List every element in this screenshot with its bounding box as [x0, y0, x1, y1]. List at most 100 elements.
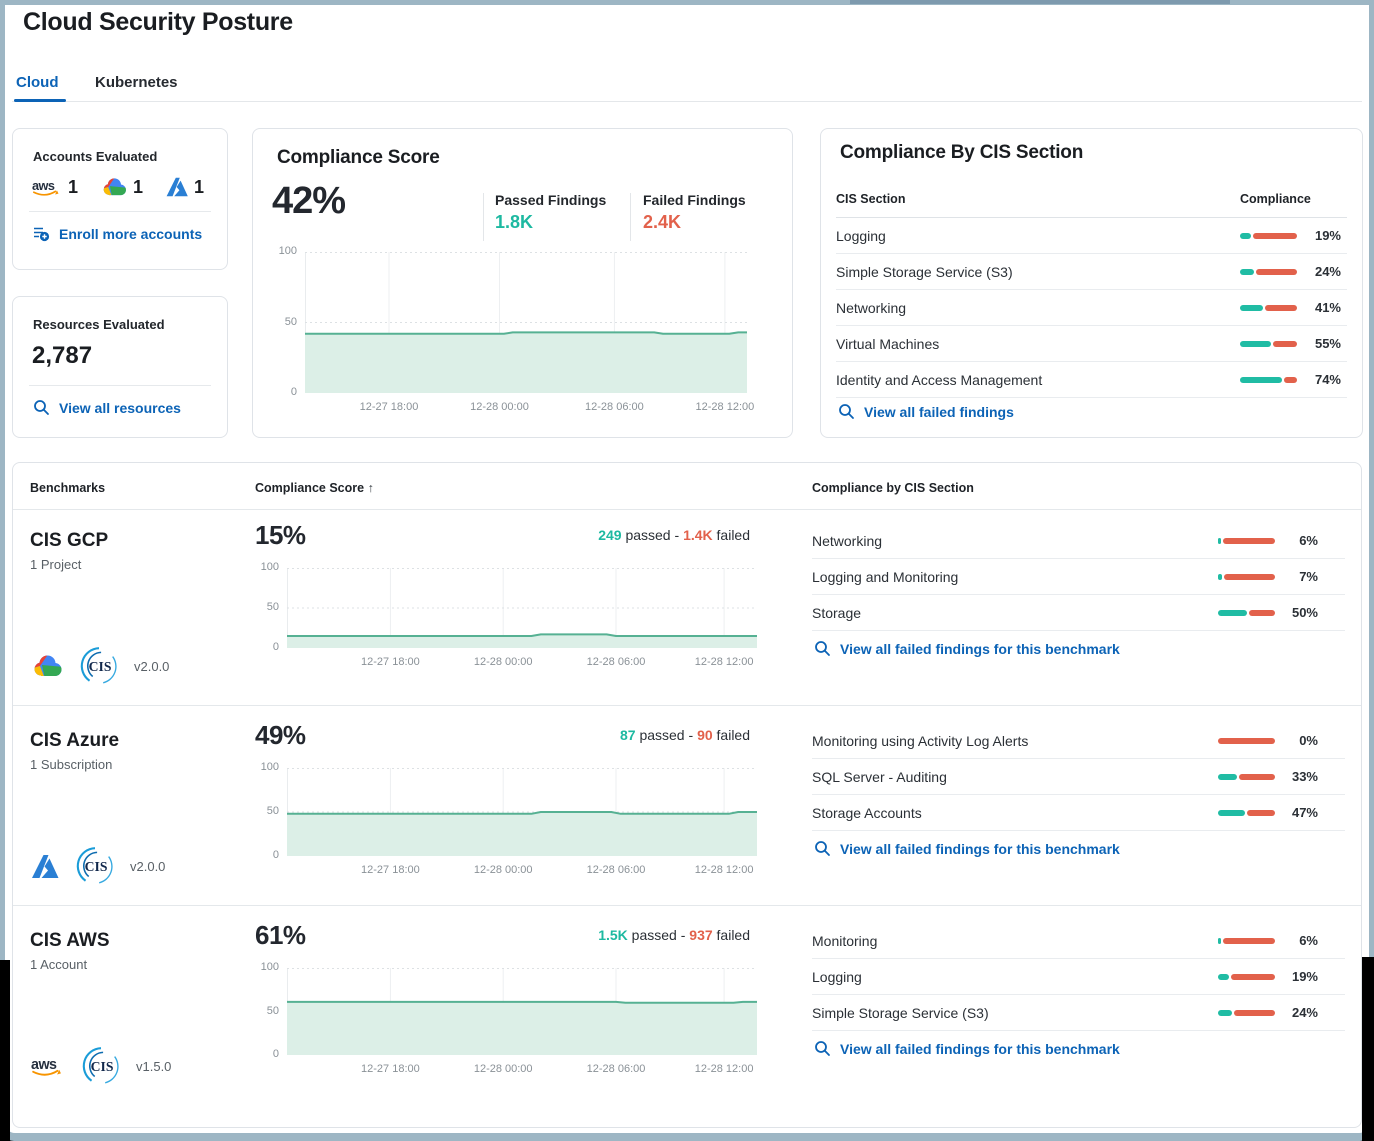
passed-word: passed — [631, 927, 677, 943]
x-axis-tick-label: 12-28 00:00 — [473, 656, 533, 668]
compliance-minibar — [1218, 937, 1275, 944]
y-axis-tick-label: 100 — [278, 245, 297, 257]
search-icon — [839, 404, 854, 419]
benchmark-name: CIS AWS — [30, 930, 110, 951]
y-axis-tick-label: 50 — [266, 805, 279, 817]
compliance-minibar — [1218, 1009, 1275, 1016]
overall-score-value: 42% — [272, 180, 346, 222]
cis-logo-icon: CIS — [82, 1047, 119, 1084]
table-header-divider — [13, 509, 1361, 510]
cis-section-name: SQL Server - Auditing — [812, 768, 947, 785]
passed-failed-summary: 1.5K passed - 937 failed — [480, 927, 750, 943]
accounts-evaluated-card: Accounts Evaluated aws 1 1 — [12, 128, 228, 270]
aws-icon: aws — [32, 178, 59, 196]
benchmark-section-rows: Monitoring using Activity Log Alerts 0% … — [812, 723, 1345, 831]
aws-account-count: aws 1 — [31, 177, 78, 198]
cis-section-name: Virtual Machines — [836, 335, 940, 352]
desktop-background-left — [0, 960, 10, 1141]
cis-section-row: Logging 19% — [812, 959, 1345, 995]
view-benchmark-failed-findings-link[interactable]: View all failed findings for this benchm… — [814, 840, 1120, 857]
x-axis-tick-label: 12-28 12:00 — [695, 401, 755, 413]
failed-count: 937 — [689, 927, 713, 943]
compliance-score-column-header[interactable]: Compliance Score ↑ — [255, 481, 374, 495]
benchmark-scope: 1 Subscription — [30, 757, 113, 772]
x-axis-tick-label: 12-27 18:00 — [361, 656, 420, 668]
benchmark-score: 15% — [255, 520, 306, 550]
separator: - — [688, 727, 694, 743]
cis-logo-icon: CIS — [80, 647, 117, 684]
cis-section-row: Virtual Machines 55% — [836, 326, 1347, 362]
view-benchmark-failed-findings-link[interactable]: View all failed findings for this benchm… — [814, 1040, 1120, 1057]
enroll-more-accounts-link[interactable]: Enroll more accounts — [33, 225, 227, 242]
benchmark-trend-chart: 0 50 100 12-27 18:00 12-28 00:00 12-28 06:00 1… — [253, 561, 757, 674]
gcp-icon — [34, 655, 62, 676]
x-axis-tick-label: 12-28 06:00 — [586, 864, 646, 876]
cis-section-name: Storage — [812, 604, 862, 621]
compliance-minibar — [1218, 773, 1275, 780]
compliance-percent: 24% — [1314, 264, 1341, 279]
x-axis-tick-label: 12-28 12:00 — [694, 1063, 754, 1075]
failed-findings-label: Failed Findings — [643, 192, 746, 208]
benchmark-version: v2.0.0 — [134, 658, 170, 674]
provider-counts: aws 1 1 1 — [31, 176, 227, 198]
passed-count: 87 — [619, 727, 636, 743]
cis-section-name: Monitoring — [812, 932, 878, 949]
benchmark-score: 49% — [255, 720, 306, 750]
window-frame-accent — [850, 0, 1230, 4]
tab-kubernetes[interactable]: Kubernetes — [95, 74, 178, 91]
view-all-failed-findings-link[interactable]: View all failed findings — [838, 403, 1014, 420]
compliance-percent: 19% — [1291, 969, 1318, 984]
findings-divider — [483, 193, 484, 241]
y-axis-tick-label: 50 — [284, 315, 297, 328]
compliance-percent: 6% — [1299, 533, 1318, 548]
cis-section-name: Simple Storage Service (S3) — [836, 263, 1013, 280]
cis-section-row: Storage 50% — [812, 595, 1345, 631]
cis-section-name: Logging — [812, 968, 862, 985]
cis-table-header: CIS Section Compliance — [836, 192, 1347, 206]
benchmark-row-divider — [13, 705, 1361, 706]
svg-text:CIS: CIS — [91, 1059, 114, 1074]
benchmark-name: CIS Azure — [30, 730, 120, 751]
card-divider — [29, 211, 211, 212]
failed-word: failed — [716, 727, 750, 743]
azure-account-count: 1 — [165, 176, 204, 198]
tab-cloud[interactable]: Cloud — [16, 74, 59, 91]
view-benchmark-failed-findings-link[interactable]: View all failed findings for this benchm… — [814, 640, 1120, 657]
compliance-percent: 50% — [1291, 605, 1318, 620]
compliance-minibar — [1218, 573, 1275, 580]
benchmark-score: 61% — [255, 920, 306, 950]
compliance-percent: 0% — [1299, 733, 1318, 748]
view-benchmark-failed-findings-label: View all failed findings for this benchm… — [840, 1040, 1120, 1057]
failed-count: 90 — [697, 727, 713, 743]
aws-count: 1 — [68, 176, 79, 197]
passed-findings-block: Passed Findings 1.8K — [495, 192, 606, 233]
benchmarks-column-header: Benchmarks — [30, 481, 106, 495]
view-benchmark-failed-findings-label: View all failed findings for this benchm… — [840, 840, 1120, 857]
compliance-score-header-label: Compliance Score — [255, 481, 365, 495]
cis-section-row: Identity and Access Management 74% — [836, 362, 1347, 398]
cis-section-name: Networking — [812, 532, 883, 549]
passed-findings-value: 1.8K — [495, 212, 534, 232]
svg-text:aws: aws — [31, 1057, 57, 1073]
compliance-minibar — [1240, 232, 1297, 239]
cis-section-row: Logging 19% — [836, 218, 1347, 254]
y-axis-tick-label: 0 — [272, 1048, 279, 1060]
svg-text:CIS: CIS — [85, 859, 108, 874]
aws-icon: aws — [31, 1057, 61, 1076]
cis-section-row: Monitoring using Activity Log Alerts 0% — [812, 723, 1345, 759]
view-all-resources-link[interactable]: View all resources — [33, 399, 227, 416]
compliance-minibar — [1218, 973, 1275, 980]
cis-section-column-header: CIS Section — [836, 192, 906, 206]
x-axis-tick-label: 12-28 12:00 — [694, 864, 754, 876]
cis-section-name: Logging and Monitoring — [812, 568, 959, 585]
search-icon — [815, 641, 830, 656]
compliance-minibar — [1218, 537, 1275, 544]
cis-section-name: Logging — [836, 227, 886, 244]
benchmark-row-divider — [13, 905, 1361, 906]
compliance-percent: 7% — [1299, 569, 1318, 584]
compliance-percent: 24% — [1291, 1005, 1318, 1020]
compliance-minibar — [1240, 304, 1297, 311]
azure-count: 1 — [194, 176, 205, 197]
gcp-count: 1 — [133, 176, 144, 197]
compliance-minibar — [1218, 737, 1275, 744]
